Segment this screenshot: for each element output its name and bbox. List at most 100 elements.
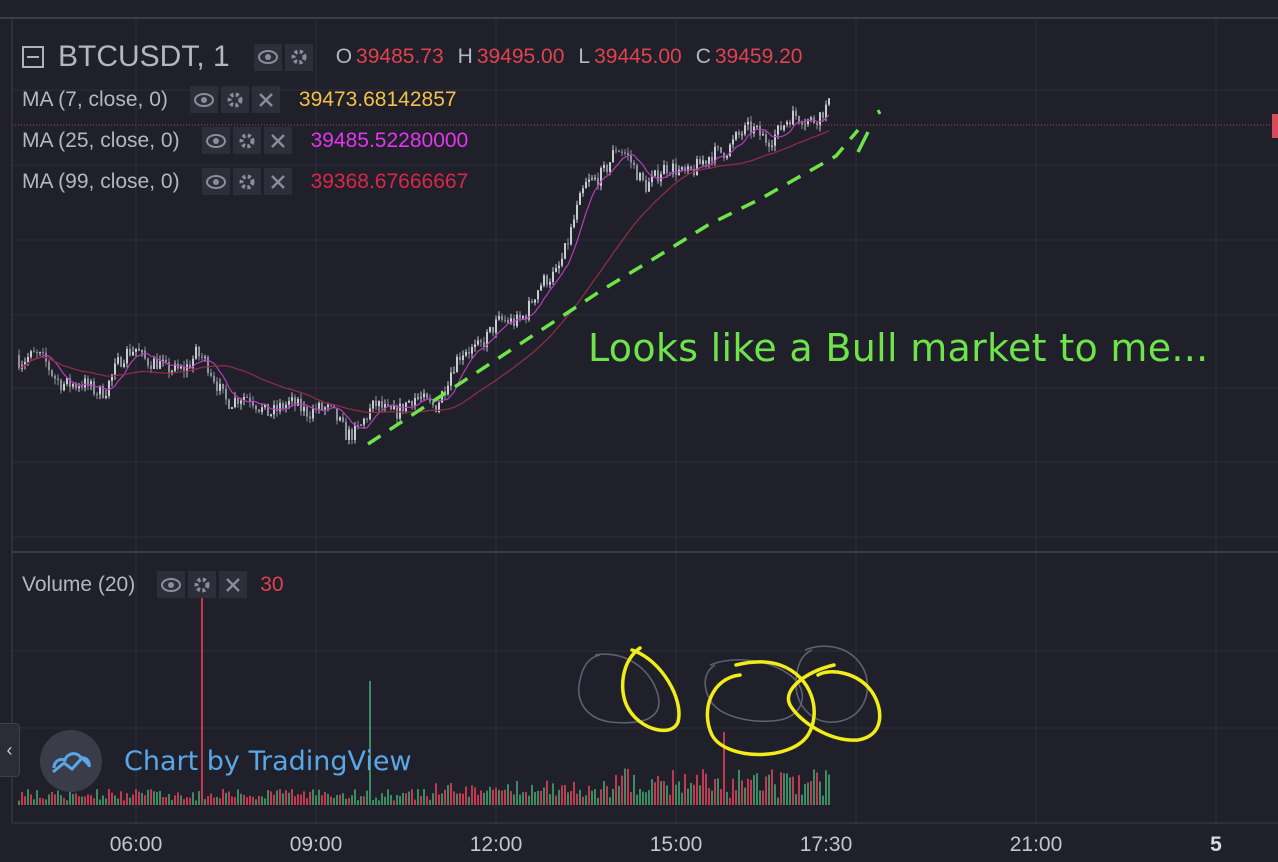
volume-bar — [240, 793, 242, 805]
time-tick: 17:30 — [799, 833, 853, 856]
volume-bar — [468, 796, 470, 805]
candle-body — [477, 340, 479, 345]
volume-bar — [510, 791, 512, 805]
volume-bar — [603, 781, 605, 805]
volume-bar — [291, 789, 293, 805]
volume-bar — [306, 798, 308, 805]
ma25-value: 39485.52280000 — [310, 128, 469, 152]
volume-bar — [24, 796, 26, 805]
volume-bar — [528, 795, 530, 805]
candle-body — [711, 157, 713, 162]
trend-line-tail — [856, 131, 870, 153]
volume-bar — [276, 790, 278, 805]
candle-body — [78, 386, 80, 389]
volume-bar — [441, 793, 443, 805]
volume-bar — [477, 794, 479, 805]
close-icon[interactable] — [263, 168, 292, 195]
volume-bar — [195, 800, 197, 805]
volume-bar — [675, 784, 677, 805]
candle-body — [24, 362, 26, 366]
candle-body — [99, 385, 101, 395]
gear-icon[interactable] — [188, 571, 217, 598]
trend-line — [367, 128, 860, 446]
volume-bar — [390, 795, 392, 805]
gear-icon[interactable] — [232, 127, 261, 154]
volume-bar — [192, 792, 194, 805]
volume-bar — [564, 785, 566, 805]
volume-bar — [114, 795, 116, 805]
candle-body — [756, 125, 758, 127]
candle-body — [288, 400, 290, 405]
volume-bar — [336, 794, 338, 805]
close-icon[interactable] — [263, 127, 292, 154]
ma25-name: MA (25, close, 0) — [22, 128, 180, 152]
candle-body — [792, 110, 794, 126]
candle-body — [357, 425, 359, 427]
eye-icon[interactable] — [157, 571, 186, 598]
candle-body — [276, 405, 278, 411]
collapse-legend-button[interactable] — [22, 46, 44, 68]
volume-bar — [504, 789, 506, 805]
gear-icon[interactable] — [232, 168, 261, 195]
volume-bar — [750, 779, 752, 805]
candle-body — [318, 402, 320, 410]
candle-body — [246, 396, 248, 398]
candle-body — [459, 356, 461, 360]
volume-bar — [453, 791, 455, 805]
open-label: O — [335, 45, 353, 68]
candle-body — [525, 316, 527, 320]
candle-body — [237, 397, 239, 404]
volume-bar — [279, 789, 281, 805]
candle-body — [372, 400, 374, 409]
ma25-legend: MA (25, close, 0) 39485.52280000 — [22, 127, 468, 154]
candle-body — [522, 316, 524, 319]
volume-bar — [261, 796, 263, 805]
volume-bar — [270, 791, 272, 805]
volume-bar — [687, 788, 689, 805]
candle-body — [312, 408, 314, 419]
volume-bar — [525, 791, 527, 805]
volume-bar — [816, 772, 818, 805]
candle-body — [456, 356, 458, 373]
volume-bar — [123, 800, 125, 805]
volume-bar — [765, 776, 767, 805]
volume-bar — [273, 794, 275, 805]
candle-body — [600, 168, 602, 186]
candle-body — [384, 404, 386, 408]
candle-body — [669, 173, 671, 175]
candle-body — [765, 134, 767, 143]
volume-bar — [756, 773, 758, 805]
gear-icon[interactable] — [220, 86, 249, 113]
eye-icon[interactable] — [201, 127, 230, 154]
candle-body — [48, 361, 50, 371]
volume-bar — [81, 796, 83, 805]
eye-icon[interactable] — [201, 168, 230, 195]
eye-icon[interactable] — [189, 86, 218, 113]
eye-icon[interactable] — [253, 43, 282, 71]
candle-body — [645, 180, 647, 192]
candle-body — [267, 403, 269, 416]
volume-bar — [111, 792, 113, 805]
candle-body — [498, 316, 500, 320]
close-icon[interactable] — [251, 86, 280, 113]
candle-body — [264, 403, 266, 408]
candle-body — [90, 381, 92, 386]
side-panel-toggle[interactable]: ‹ — [0, 723, 20, 777]
volume-bar — [375, 797, 377, 805]
candle-body — [297, 398, 299, 406]
candle-body — [570, 227, 572, 245]
candle-body — [447, 385, 449, 395]
volume-bar — [105, 798, 107, 805]
volume-bar — [258, 795, 260, 805]
candle-body — [588, 179, 590, 182]
gear-icon[interactable] — [284, 43, 313, 71]
close-icon[interactable] — [219, 571, 248, 598]
tradingview-watermark[interactable]: Chart by TradingView — [40, 730, 412, 792]
volume-bar — [444, 789, 446, 805]
volume-bar — [369, 680, 371, 805]
candle-body — [432, 401, 434, 406]
volume-bar — [423, 789, 425, 805]
volume-bar — [732, 778, 734, 805]
ma99-value: 39368.67666667 — [310, 169, 469, 193]
volume-bar — [216, 796, 218, 805]
